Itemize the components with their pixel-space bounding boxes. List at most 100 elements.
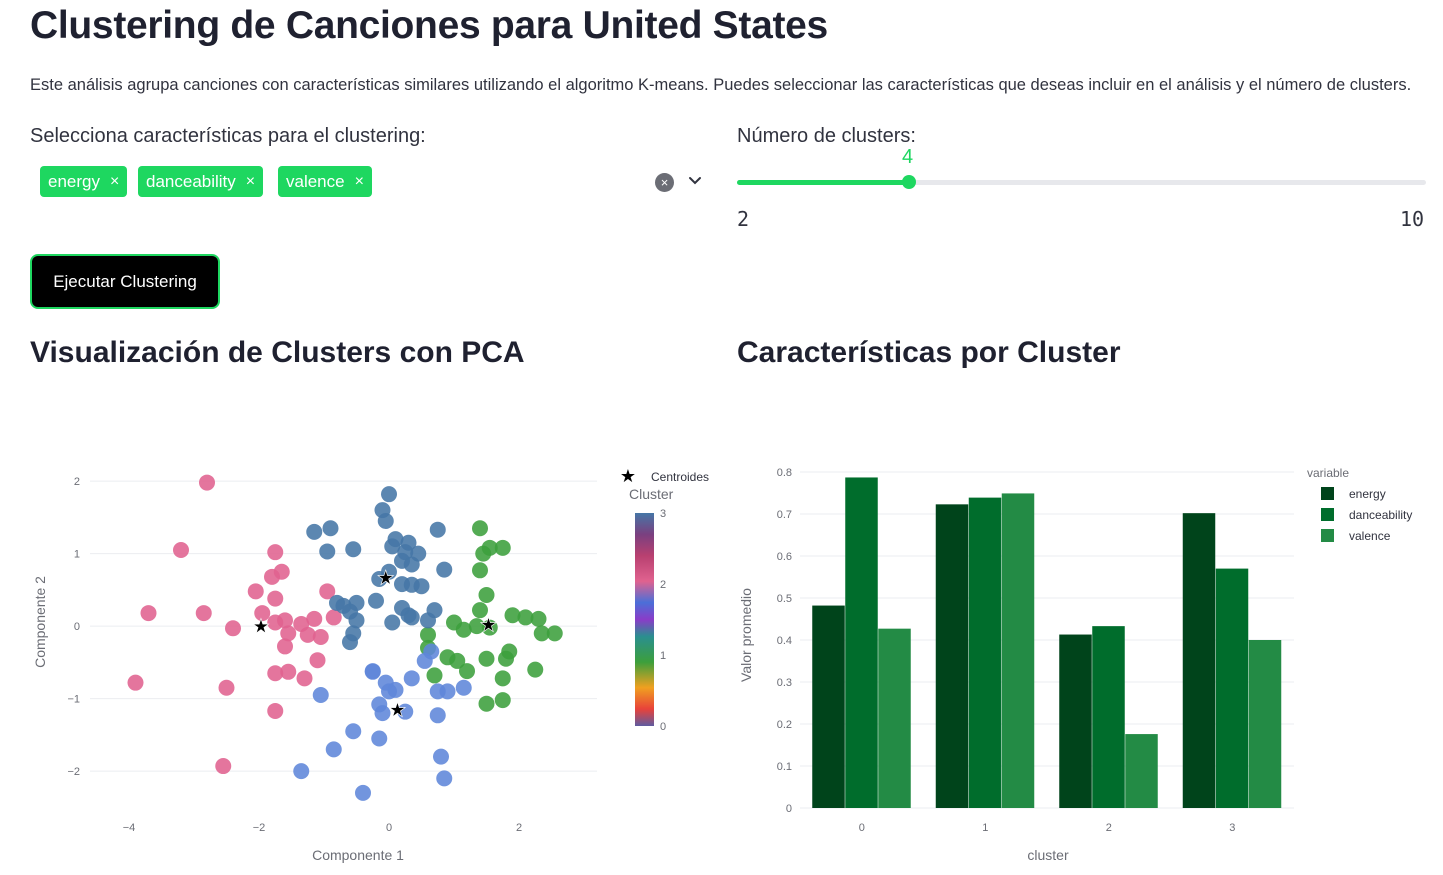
scatter-point	[478, 695, 495, 712]
scatter-point	[420, 612, 436, 629]
pca-scatter-chart: ★ ★ ★ ★ −2 −1 0 1 2 −4 −2 0 2 Componente 1 Componen…	[32, 466, 709, 863]
features-select-label: Selecciona características para el clust…	[30, 125, 426, 147]
x-tick-label: 2	[516, 822, 522, 834]
scatter-point	[267, 544, 284, 561]
scatter-point	[312, 629, 329, 645]
y-tick-label: 0.2	[777, 719, 792, 731]
chip-label: valence	[286, 171, 345, 191]
colorbar	[635, 513, 654, 726]
scatter-point	[199, 474, 215, 491]
scatter-point	[377, 513, 394, 529]
legend-title: variable	[1307, 466, 1349, 480]
y-tick-label: 0.7	[777, 509, 792, 521]
scatter-point	[225, 620, 241, 637]
scatter-point	[342, 634, 358, 651]
x-tick-label: 2	[1106, 822, 1112, 834]
chip-remove-icon[interactable]: ×	[354, 172, 364, 190]
scatter-point	[299, 626, 316, 643]
scatter-point	[436, 561, 453, 578]
run-clustering-button[interactable]: Ejecutar Clustering	[30, 254, 220, 309]
centroid-star: ★	[479, 615, 497, 637]
slider-max: 10	[1400, 207, 1425, 231]
scatter-point	[355, 784, 371, 801]
scatter-point	[387, 681, 404, 698]
scatter-point	[267, 702, 284, 719]
scatter-point	[325, 609, 342, 626]
x-tick-label: 0	[859, 822, 865, 834]
legend-label: energy	[1349, 487, 1386, 501]
y-tick-label: 0.4	[777, 635, 792, 647]
bar-valence	[1001, 493, 1035, 808]
centroid-legend[interactable]: ★ Centroides	[620, 466, 709, 486]
legend-swatch	[1321, 508, 1334, 521]
bar-danceability	[1215, 568, 1249, 808]
pca-section-title: Visualización de Clusters con PCA	[30, 336, 525, 369]
scatter-point	[364, 663, 381, 680]
slider-thumb[interactable]	[902, 175, 916, 189]
colorbar-tick-label: 3	[660, 508, 666, 520]
y-tick-label: 0.6	[777, 551, 792, 563]
chip-remove-icon[interactable]: ×	[245, 172, 256, 190]
scatter-point	[195, 605, 212, 622]
colorbar-tick-label: 0	[660, 721, 666, 733]
scatter-point	[306, 610, 323, 627]
bar-energy	[1182, 513, 1216, 808]
scatter-point	[416, 652, 433, 669]
bar-energy	[935, 504, 969, 808]
scatter-point	[368, 592, 384, 609]
scatter-point	[449, 652, 466, 669]
scatter-point	[420, 626, 436, 643]
y-tick-label: −2	[67, 766, 80, 778]
scatter-point	[533, 625, 550, 642]
scatter-point	[530, 610, 547, 627]
y-tick-label: 1	[74, 549, 80, 561]
clear-all-icon[interactable]: ×	[655, 173, 674, 192]
scatter-point	[173, 542, 189, 558]
scatter-point	[280, 625, 297, 642]
scatter-point	[436, 770, 453, 787]
scatter-point	[381, 486, 397, 503]
scatter-point	[494, 670, 511, 687]
scatter-point	[426, 667, 443, 684]
scatter-point	[439, 683, 456, 700]
y-tick-label: 0.3	[777, 677, 792, 689]
scatter-point	[527, 661, 544, 678]
star-icon: ★	[620, 466, 636, 486]
scatter-point	[140, 605, 157, 622]
features-multiselect[interactable]: energy × danceability × valence × ×	[30, 160, 718, 204]
scatter-point	[413, 578, 430, 595]
page-description: Este análisis agrupa canciones con carac…	[30, 76, 1412, 94]
scatter-point	[312, 687, 329, 703]
legend-swatch	[1321, 487, 1334, 500]
legend-centroids-label: Centroides	[651, 470, 709, 484]
clusters-slider-label: Número de clusters:	[737, 125, 916, 147]
scatter-point	[546, 625, 563, 642]
scatter-point	[472, 562, 488, 579]
scatter-point	[325, 741, 342, 758]
chip-remove-icon[interactable]: ×	[109, 172, 120, 190]
scatter-point	[455, 679, 472, 696]
bar-valence	[1125, 734, 1158, 808]
scatter-point	[371, 730, 388, 747]
bar-danceability	[845, 477, 878, 808]
slider-min: 2	[737, 207, 750, 231]
scatter-point	[374, 705, 391, 722]
y-tick-label: 0.8	[777, 467, 792, 479]
slider-track[interactable]	[737, 180, 1426, 185]
scatter-point	[348, 612, 365, 629]
bar-danceability	[968, 497, 1002, 808]
scatter-point	[433, 748, 449, 765]
legend-label: valence	[1349, 529, 1391, 543]
y-axis-label: Valor promedio	[738, 588, 754, 682]
scatter-point	[459, 663, 475, 680]
x-tick-label: −2	[253, 822, 266, 834]
scatter-point	[215, 758, 232, 775]
centroid-star: ★	[377, 568, 395, 590]
scatter-point	[127, 674, 144, 691]
centroid-star: ★	[388, 700, 406, 722]
legend-swatch	[1321, 529, 1334, 542]
scatter-point	[384, 538, 401, 555]
chevron-down-icon[interactable]	[685, 170, 705, 190]
slider-fill	[737, 180, 909, 185]
scatter-point	[403, 609, 420, 626]
